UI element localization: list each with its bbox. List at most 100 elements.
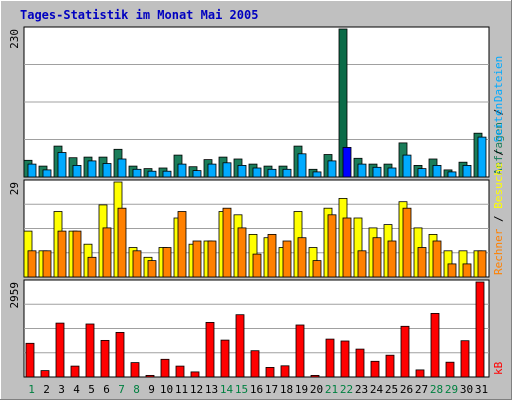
x-tick-label-day-22: 22 [340, 383, 353, 396]
bar-rechner-day-5 [87, 256, 97, 278]
bar-rechner-day-21 [327, 214, 337, 278]
bar-rechner-day-20 [312, 260, 322, 278]
x-tick-label-day-25: 25 [385, 383, 398, 396]
bar-dateien-day-31 [477, 136, 487, 178]
bar-dateien-day-13 [207, 163, 217, 178]
bar-dateien-day-2 [42, 169, 52, 178]
bar-dateien-day-4 [72, 164, 82, 178]
x-tick-label-day-19: 19 [295, 383, 308, 396]
chart-panels: 230 Anfragen / Dateien 29 Rechner / Besuche… [8, 26, 505, 378]
x-tick-label-day-28: 28 [430, 383, 443, 396]
chart-title: Tages-Statistik im Monat Mai 2005 [20, 8, 258, 22]
bar-rechner-day-13 [207, 240, 217, 278]
bar-dateien-day-29 [447, 171, 457, 178]
x-tick-label-day-16: 16 [250, 383, 263, 396]
x-tick-label-day-2: 2 [43, 383, 50, 396]
bar-rechner-day-27 [417, 247, 427, 278]
x-tick-label-day-27: 27 [415, 383, 428, 396]
bar-dateien-day-10 [162, 170, 172, 178]
bar-dateien-day-12 [192, 170, 202, 178]
bar-rechner-day-25 [387, 240, 397, 278]
bar-kb-day-16 [250, 350, 260, 378]
bar-dateien-day-21 [327, 160, 337, 178]
x-tick-label-day-6: 6 [103, 383, 110, 396]
bar-rechner-day-9 [147, 260, 157, 278]
bar-kb-day-10 [160, 358, 170, 378]
bar-dateien-day-22 [342, 146, 352, 178]
bar-kb-day-13 [205, 321, 215, 378]
x-tick-label-day-1: 1 [28, 383, 35, 396]
kilobytes-panel: 2959 kB [8, 279, 505, 378]
bar-dateien-day-11 [177, 163, 187, 178]
legend-entry: kB [492, 361, 505, 375]
bar-kb-day-17 [265, 366, 275, 378]
bar-dateien-day-23 [357, 163, 367, 178]
bar-kb-day-3 [55, 322, 65, 378]
x-tick-label-day-18: 18 [280, 383, 293, 396]
x-tick-label-day-23: 23 [355, 383, 368, 396]
x-axis-day-labels: 1 2 3 4 5 6 7 8 9 10 11 12 13 14 15 16 17 18 19 20 21 22 23 24 2… [28, 383, 488, 396]
legend-separator: / [492, 102, 505, 122]
bar-kb-day-12 [190, 371, 200, 378]
bar-kb-day-8 [130, 362, 140, 378]
bar-dateien-day-24 [372, 166, 382, 178]
bar-dateien-day-25 [387, 167, 397, 178]
bar-kb-day-31 [475, 281, 485, 378]
bar-kb-day-11 [175, 365, 185, 378]
legend-separator: / [492, 209, 505, 229]
bar-dateien-day-6 [102, 163, 112, 178]
bar-dateien-day-5 [87, 160, 97, 178]
y-max-tick-label: 230 [8, 29, 21, 49]
bar-kb-day-14 [220, 339, 230, 378]
legend-entry: Dateien [492, 56, 505, 102]
x-tick-label-day-31: 31 [475, 383, 488, 396]
bar-rechner-day-29 [447, 263, 457, 278]
bar-dateien-day-18 [282, 168, 292, 178]
bar-kb-day-20 [310, 374, 320, 378]
y-max-tick-label: 29 [8, 182, 21, 195]
legend: Anfragen / Dateien [492, 56, 505, 175]
legend: Rechner / Besuche / Seiten [492, 103, 505, 275]
x-tick-label-day-17: 17 [265, 383, 278, 396]
x-tick-label-day-12: 12 [190, 383, 203, 396]
bar-rechner-day-23 [357, 250, 367, 278]
bar-kb-day-7 [115, 331, 125, 378]
x-tick-label-day-14: 14 [220, 383, 234, 396]
bar-rechner-day-28 [432, 240, 442, 278]
bar-rechner-day-19 [297, 237, 307, 278]
x-tick-label-day-9: 9 [148, 383, 155, 396]
legend-entry: Seiten [492, 103, 505, 143]
bar-rechner-day-16 [252, 253, 262, 278]
bar-dateien-day-7 [117, 158, 127, 178]
legend-entry: Anfragen [492, 122, 505, 175]
bar-kb-day-4 [70, 365, 80, 378]
legend-separator: / [492, 143, 505, 163]
requests-files-panel: 230 Anfragen / Dateien [8, 26, 505, 178]
bar-kb-day-23 [355, 348, 365, 378]
bar-dateien-day-17 [267, 168, 277, 178]
bar-rechner-day-30 [462, 263, 472, 278]
bar-rechner-day-18 [282, 240, 292, 278]
bar-rechner-day-31 [477, 250, 487, 278]
bar-kb-day-21 [325, 338, 335, 378]
x-tick-label-day-29: 29 [445, 383, 458, 396]
legend-entry: Besuche [492, 162, 505, 208]
bar-kb-day-19 [295, 324, 305, 378]
bar-kb-day-24 [370, 360, 380, 378]
bar-rechner-day-7 [117, 207, 127, 278]
bar-kb-day-9 [145, 374, 155, 378]
bar-rechner-day-24 [372, 237, 382, 278]
bar-rechner-day-2 [42, 250, 52, 278]
bar-rechner-day-17 [267, 233, 277, 278]
bar-kb-day-28 [430, 312, 440, 378]
bar-dateien-day-1 [27, 163, 37, 178]
bar-dateien-day-14 [222, 162, 232, 178]
bar-kb-day-22 [340, 340, 350, 378]
bar-rechner-day-10 [162, 247, 172, 278]
bar-rechner-day-12 [192, 240, 202, 278]
bar-dateien-day-27 [417, 168, 427, 178]
legend: kB [492, 361, 505, 375]
x-tick-label-day-13: 13 [205, 383, 218, 396]
x-tick-label-day-5: 5 [88, 383, 95, 396]
